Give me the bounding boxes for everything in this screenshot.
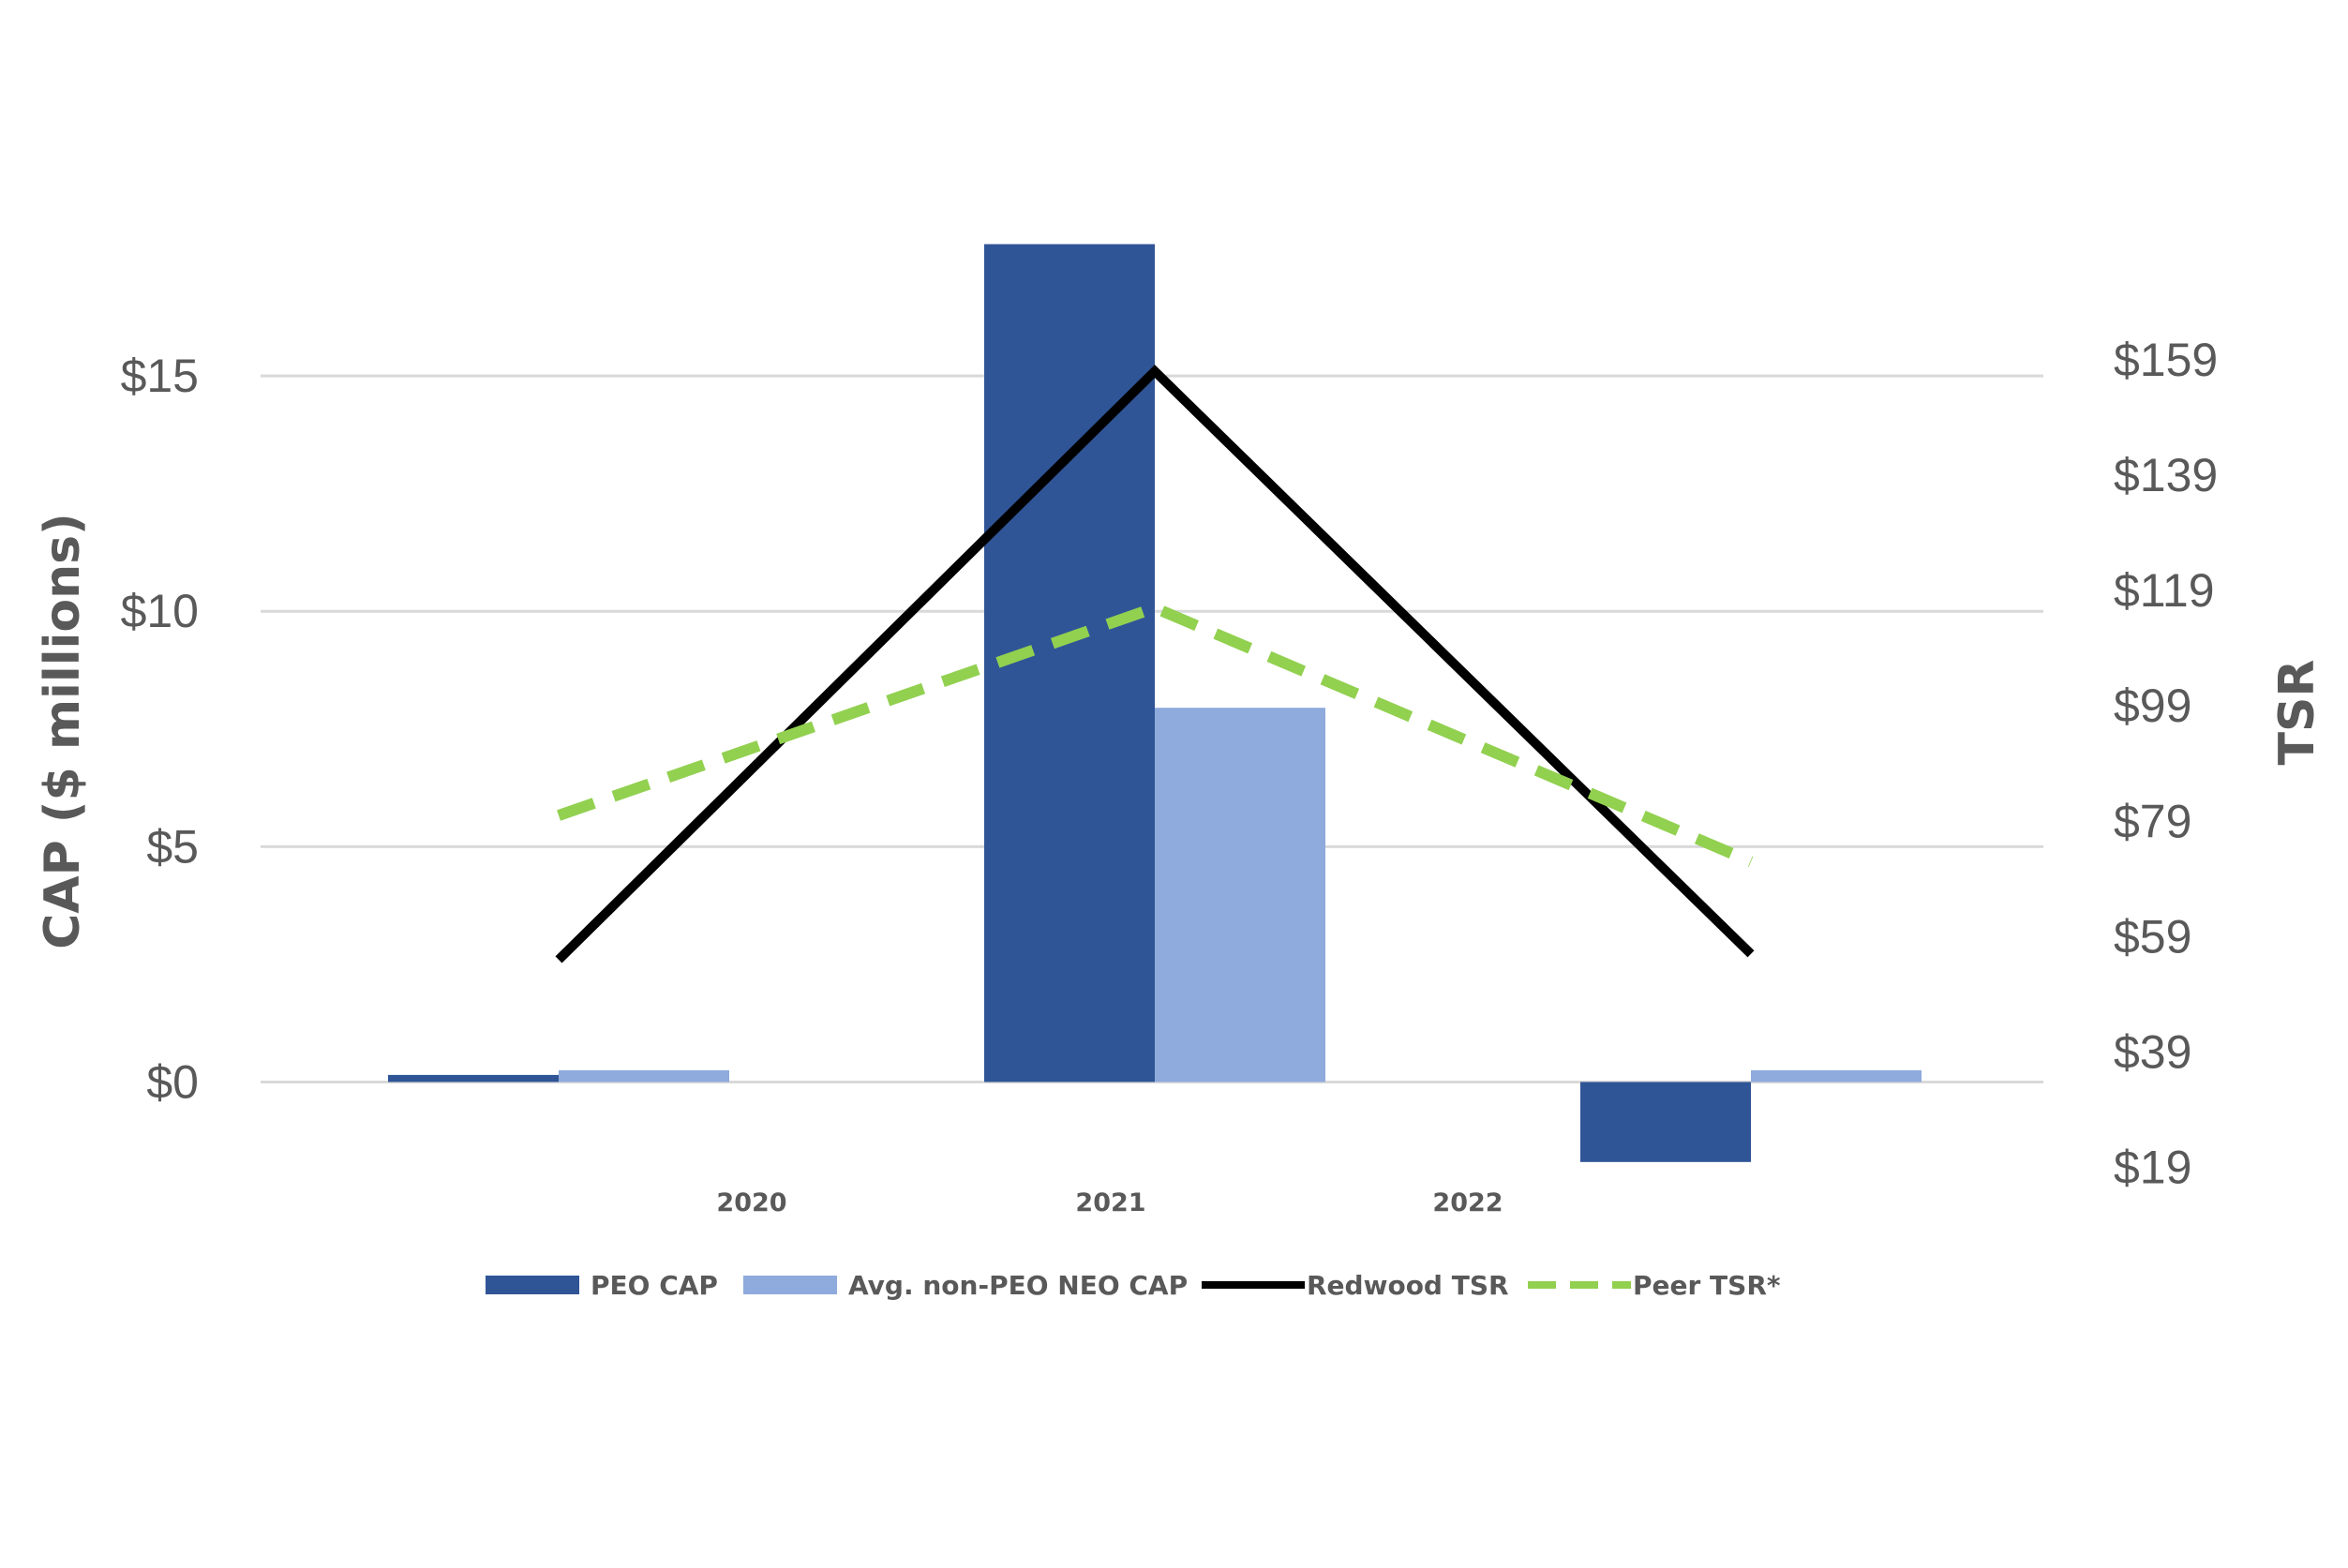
legend: PEO CAP Avg. non-PEO NEO CAP Redwood TSR Pe… <box>486 1270 1781 1301</box>
legend-peo-cap-label: PEO CAP <box>591 1270 718 1301</box>
legend-redwood-tsr-label: Redwood TSR <box>1307 1270 1509 1301</box>
right-tick-label: $39 <box>2114 1025 2191 1078</box>
right-tick-label: $139 <box>2114 449 2218 501</box>
left-tick-label: $0 <box>146 1055 199 1108</box>
legend-peer-tsr-label: Peer TSR* <box>1633 1270 1781 1301</box>
bars <box>388 244 1922 1162</box>
right-tick-label: $79 <box>2114 795 2191 847</box>
category-labels: 2020 2021 2022 <box>716 1188 1503 1217</box>
right-axis-title: TSR <box>2269 660 2326 766</box>
right-axis-ticks: $19 $39 $59 $79 $99 $119 $139 $159 <box>2114 334 2218 1194</box>
lines <box>555 365 1755 963</box>
category-label: 2020 <box>716 1188 786 1217</box>
left-axis-ticks: $0 $5 $10 $15 <box>121 350 199 1108</box>
legend-peo-cap-swatch <box>486 1276 579 1294</box>
peer-tsr-line <box>557 602 1754 867</box>
bar-avg-neo-cap-2022 <box>1751 1069 1922 1083</box>
right-tick-label: $159 <box>2114 334 2218 386</box>
left-tick-label: $10 <box>121 585 199 637</box>
right-tick-label: $59 <box>2114 910 2191 963</box>
category-label: 2022 <box>1432 1188 1503 1217</box>
category-label: 2021 <box>1075 1188 1145 1217</box>
bar-avg-neo-cap-2020 <box>559 1069 729 1083</box>
right-tick-label: $99 <box>2114 679 2191 732</box>
bar-peo-cap-2020 <box>388 1074 559 1083</box>
bar-avg-neo-cap-2021 <box>1155 708 1325 1083</box>
redwood-tsr-line <box>555 365 1755 963</box>
legend-avg-neo-cap-label: Avg. non-PEO NEO CAP <box>848 1270 1188 1301</box>
legend-avg-neo-cap-swatch <box>743 1276 837 1294</box>
bar-peo-cap-2022 <box>1580 1082 1751 1162</box>
right-tick-label: $119 <box>2114 564 2215 617</box>
left-tick-label: $5 <box>146 820 199 873</box>
left-tick-label: $15 <box>121 350 199 402</box>
left-axis-title: CAP ($ millions) <box>35 513 91 949</box>
right-tick-label: $19 <box>2114 1142 2191 1194</box>
